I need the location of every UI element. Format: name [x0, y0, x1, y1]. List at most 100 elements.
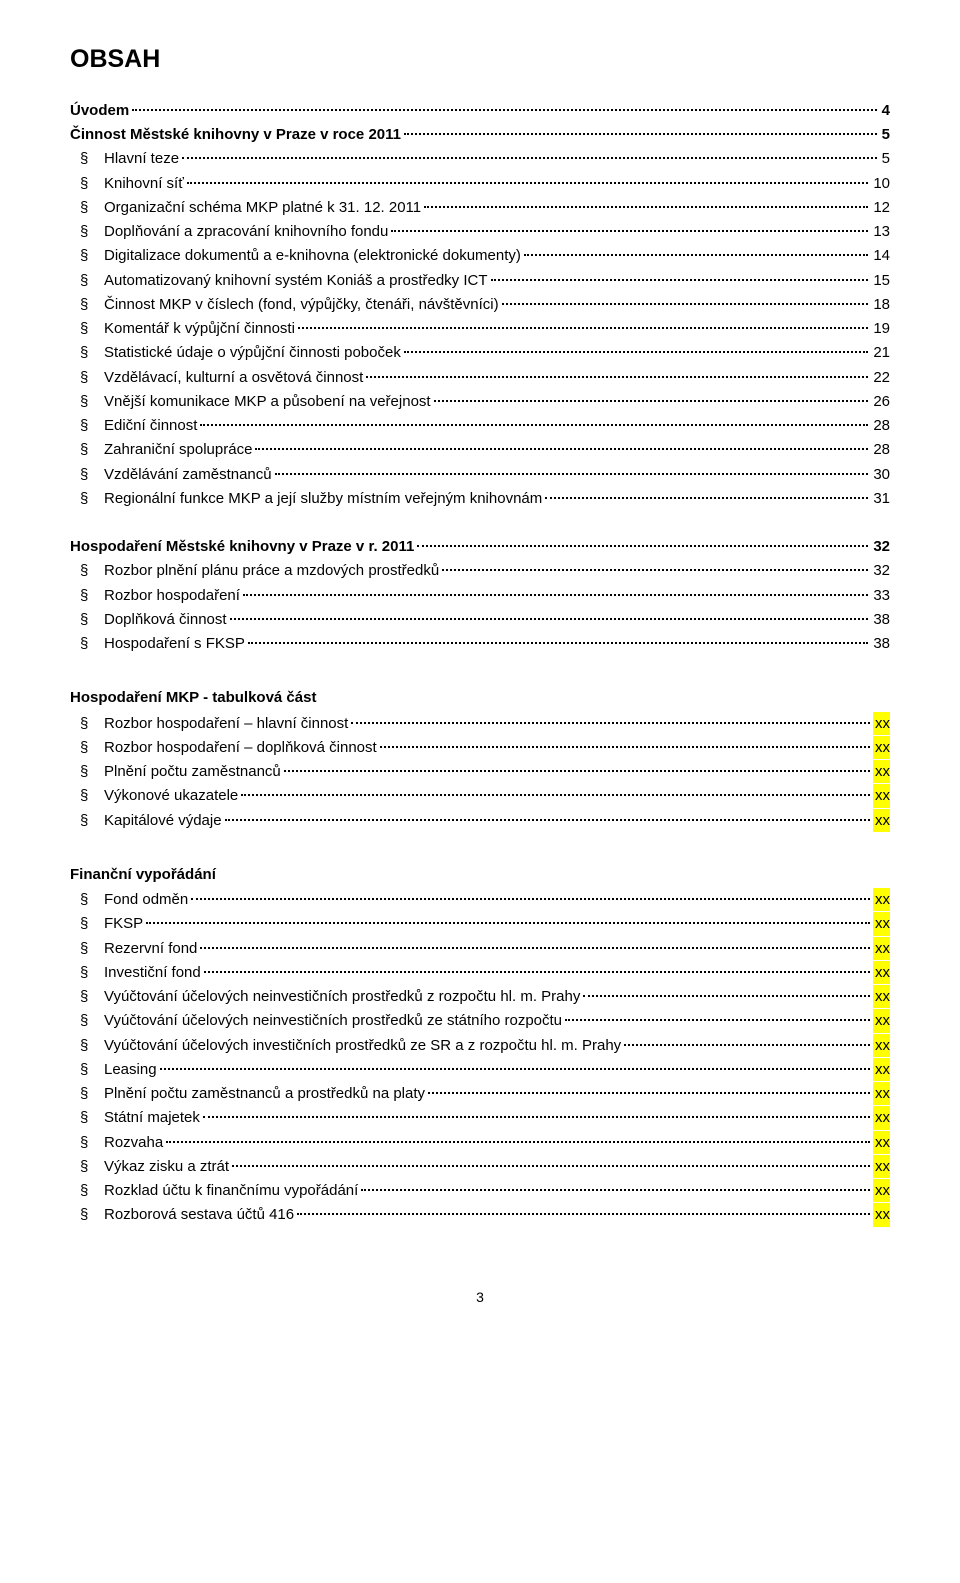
toc-label: Doplňování a zpracování knihovního fondu — [104, 220, 388, 243]
section-heading: Finanční vypořádání — [70, 863, 890, 886]
leader-dots — [404, 351, 868, 353]
toc-entry: §Rozbor plnění plánu práce a mzdových pr… — [70, 559, 890, 582]
toc-entry: §Rozbor hospodaření 33 — [70, 584, 890, 607]
leader-dots — [160, 1068, 870, 1070]
toc-page-number: xx — [873, 1082, 890, 1105]
toc-label: Hlavní teze — [104, 147, 179, 170]
leader-dots — [391, 230, 868, 232]
section-mark: § — [80, 1179, 104, 1202]
leader-dots — [255, 448, 868, 450]
toc-label: Vzdělávací, kulturní a osvětová činnost — [104, 366, 363, 389]
leader-dots — [230, 618, 869, 620]
toc-entry: §Plnění počtu zaměstnanců a prostředků n… — [70, 1082, 890, 1105]
toc-page-number: 32 — [871, 559, 890, 582]
leader-dots — [200, 424, 868, 426]
toc-entry: §Statistické údaje o výpůjční činnosti p… — [70, 341, 890, 364]
toc-entry: §Knihovní síť 10 — [70, 172, 890, 195]
leader-dots — [187, 182, 868, 184]
toc-label: Fond odměn — [104, 888, 188, 911]
section-mark: § — [80, 985, 104, 1008]
toc-page-number: xx — [873, 1203, 890, 1226]
toc-entry: §Doplňování a zpracování knihovního fond… — [70, 220, 890, 243]
toc-entry: §Vzdělávací, kulturní a osvětová činnost… — [70, 366, 890, 389]
toc-entry: Úvodem 4 — [70, 99, 890, 122]
toc-page-number: 5 — [880, 123, 890, 146]
toc-entry: §Vzdělávání zaměstnanců 30 — [70, 463, 890, 486]
toc-label: Činnost Městské knihovny v Praze v roce … — [70, 123, 401, 146]
toc-label: Vzdělávání zaměstnanců — [104, 463, 272, 486]
section-mark: § — [80, 1131, 104, 1154]
section-mark: § — [80, 390, 104, 413]
section-mark: § — [80, 366, 104, 389]
section-gap — [70, 656, 890, 680]
leader-dots — [200, 947, 870, 949]
toc-page-number: xx — [873, 937, 890, 960]
section-mark: § — [80, 736, 104, 759]
toc-label: Hospodaření Městské knihovny v Praze v r… — [70, 535, 414, 558]
toc-page-number: xx — [873, 961, 890, 984]
section-mark: § — [80, 1034, 104, 1057]
toc-label: Hospodaření s FKSP — [104, 632, 245, 655]
toc-page-number: 32 — [871, 535, 890, 558]
section-mark: § — [80, 912, 104, 935]
table-of-contents: Úvodem 4Činnost Městské knihovny v Praze… — [70, 99, 890, 1227]
toc-label: Statistické údaje o výpůjční činnosti po… — [104, 341, 401, 364]
leader-dots — [182, 157, 877, 159]
section-mark: § — [80, 888, 104, 911]
section-mark: § — [80, 1058, 104, 1081]
toc-entry: §Zahraniční spolupráce 28 — [70, 438, 890, 461]
section-mark: § — [80, 1082, 104, 1105]
section-mark: § — [80, 293, 104, 316]
section-mark: § — [80, 632, 104, 655]
toc-entry: §Rozbor hospodaření – doplňková činnost … — [70, 736, 890, 759]
toc-page-number: 28 — [871, 438, 890, 461]
leader-dots — [404, 133, 877, 135]
page-number: 3 — [70, 1287, 890, 1309]
leader-dots — [545, 497, 868, 499]
toc-page-number: xx — [873, 1131, 890, 1154]
toc-entry: §Digitalizace dokumentů a e-knihovna (el… — [70, 244, 890, 267]
section-mark: § — [80, 244, 104, 267]
toc-entry: §Hospodaření s FKSP 38 — [70, 632, 890, 655]
section-mark: § — [80, 961, 104, 984]
toc-label: Vyúčtování účelových neinvestičních pros… — [104, 985, 580, 1008]
toc-page-number: xx — [873, 809, 890, 832]
toc-page-number: 4 — [880, 99, 890, 122]
toc-page-number: 30 — [871, 463, 890, 486]
toc-page-number: xx — [873, 1034, 890, 1057]
toc-page-number: 5 — [880, 147, 890, 170]
toc-entry: §Regionální funkce MKP a její služby mís… — [70, 487, 890, 510]
toc-label: Státní majetek — [104, 1106, 200, 1129]
toc-page-number: xx — [873, 912, 890, 935]
leader-dots — [146, 922, 870, 924]
toc-label: Rozbor hospodaření — [104, 584, 240, 607]
leader-dots — [502, 303, 869, 305]
toc-page-number: 31 — [871, 487, 890, 510]
toc-page-number: 28 — [871, 414, 890, 437]
toc-label: Rozvaha — [104, 1131, 163, 1154]
toc-page-number: xx — [873, 1058, 890, 1081]
toc-entry: §Organizační schéma MKP platné k 31. 12.… — [70, 196, 890, 219]
toc-entry: §Činnost MKP v číslech (fond, výpůjčky, … — [70, 293, 890, 316]
leader-dots — [203, 1116, 870, 1118]
toc-page-number: 21 — [871, 341, 890, 364]
leader-dots — [284, 770, 870, 772]
toc-entry: Činnost Městské knihovny v Praze v roce … — [70, 123, 890, 146]
section-mark: § — [80, 809, 104, 832]
leader-dots — [351, 722, 870, 724]
leader-dots — [275, 473, 869, 475]
toc-page-number: xx — [873, 1155, 890, 1178]
toc-label: Vyúčtování účelových investičních prostř… — [104, 1034, 621, 1057]
toc-entry: §Komentář k výpůjční činnosti 19 — [70, 317, 890, 340]
toc-entry: §Rozbor hospodaření – hlavní činnost xx — [70, 712, 890, 735]
toc-label: Zahraniční spolupráce — [104, 438, 252, 461]
toc-entry: §FKSP xx — [70, 912, 890, 935]
toc-label: Činnost MKP v číslech (fond, výpůjčky, č… — [104, 293, 499, 316]
leader-dots — [298, 327, 868, 329]
section-mark: § — [80, 1155, 104, 1178]
toc-page-number: 38 — [871, 632, 890, 655]
section-mark: § — [80, 317, 104, 340]
toc-entry: §Investiční fond xx — [70, 961, 890, 984]
section-mark: § — [80, 784, 104, 807]
toc-label: Automatizovaný knihovní systém Koniáš a … — [104, 269, 488, 292]
